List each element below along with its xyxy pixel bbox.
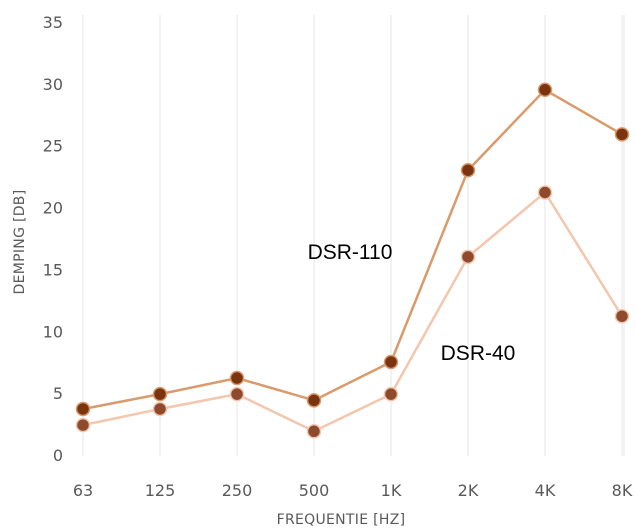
x-tick-label: 2K <box>458 481 479 500</box>
series-label: DSR-40 <box>441 342 516 365</box>
y-tick-label: 15 <box>43 260 63 279</box>
series-group <box>75 82 630 439</box>
data-point <box>306 393 322 408</box>
data-point <box>152 386 168 402</box>
x-tick-label: 125 <box>145 481 176 500</box>
series-labels: DSR-110 DSR-40 <box>308 241 516 365</box>
x-axis-title: FREQUENTIE [HZ] <box>277 512 406 528</box>
x-axis-ticks: 63 125 250 500 1K 2K 4K 8K <box>73 481 633 500</box>
data-point <box>383 386 399 402</box>
data-point <box>383 354 399 370</box>
data-point <box>614 308 630 324</box>
data-point <box>306 424 322 439</box>
y-tick-label: 35 <box>43 13 63 32</box>
data-point <box>75 401 91 417</box>
x-tick-label: 1K <box>381 481 402 500</box>
y-axis-title: DEMPING [DB] <box>12 190 28 295</box>
data-point <box>537 82 553 98</box>
x-tick-label: 63 <box>73 481 93 500</box>
data-point <box>460 249 476 265</box>
y-tick-label: 0 <box>53 446 63 465</box>
data-point <box>614 127 630 142</box>
series-line <box>82 191 624 433</box>
x-tick-label: 250 <box>222 481 253 500</box>
data-point <box>229 386 245 402</box>
y-tick-label: 20 <box>43 199 63 218</box>
data-point <box>152 401 168 417</box>
x-tick-label: 8K <box>612 481 633 500</box>
x-tick-label: 500 <box>299 481 330 500</box>
y-tick-label: 30 <box>43 75 63 94</box>
y-tick-label: 25 <box>43 137 63 156</box>
data-point <box>75 417 91 433</box>
series-label: DSR-110 <box>308 241 393 264</box>
data-point <box>229 370 245 386</box>
y-tick-label: 10 <box>43 322 63 341</box>
series-line <box>82 88 623 411</box>
data-point <box>537 185 553 200</box>
x-tick-label: 4K <box>535 481 556 500</box>
data-point <box>460 162 476 178</box>
y-tick-label: 5 <box>53 384 63 403</box>
series-0 <box>75 82 630 417</box>
series-1 <box>75 185 630 439</box>
y-axis-ticks: 0 5 10 15 20 25 30 35 <box>43 13 63 465</box>
